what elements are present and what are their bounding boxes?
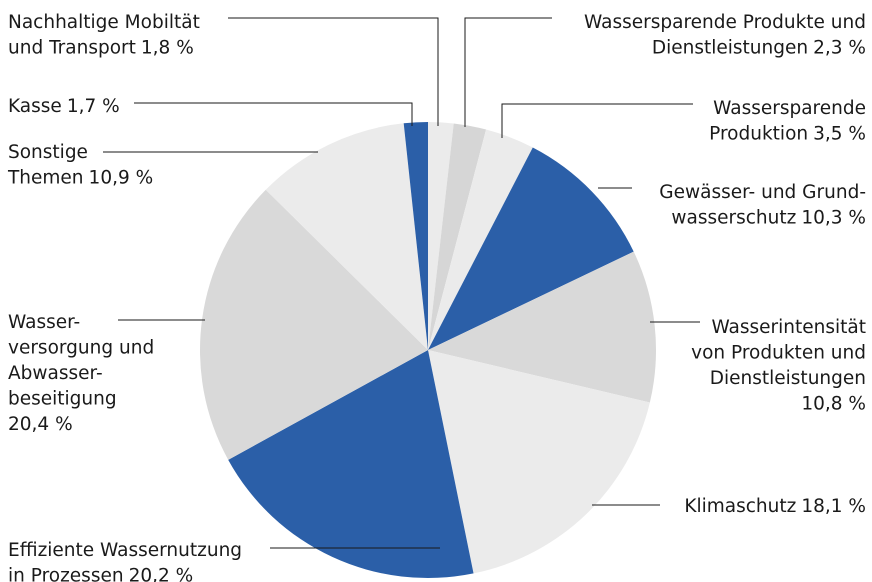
value-label: 10,9 % bbox=[89, 168, 154, 189]
pie-slice bbox=[428, 147, 634, 350]
pie-slice bbox=[403, 122, 428, 350]
pie-slice bbox=[228, 350, 474, 578]
slice-label: Klimaschutz 18,1 % bbox=[684, 496, 866, 517]
slice-label: Kasse 1,7 % bbox=[8, 96, 120, 117]
label-line: beseitigung bbox=[8, 389, 117, 410]
slice-label: Gewässer- und Grund-wasserschutz 10,3 % bbox=[659, 182, 866, 229]
label-line: Produktion bbox=[709, 124, 808, 145]
label-line: Wasser- bbox=[8, 312, 80, 333]
value-label: 10,8 % bbox=[801, 394, 866, 415]
pie-slice bbox=[428, 350, 650, 574]
label-line: Dienstleistungen bbox=[652, 38, 808, 59]
value-label: 18,1 % bbox=[801, 496, 866, 517]
label-line: Nachhaltige Mobiltät bbox=[8, 12, 200, 33]
leader-line bbox=[228, 17, 439, 126]
value-label: 20,4 % bbox=[8, 414, 73, 435]
label-line: Sonstige bbox=[8, 142, 88, 163]
label-line: Wassersparende bbox=[713, 98, 866, 119]
label-line: in Prozessen bbox=[8, 566, 124, 582]
slice-label: Wasser-versorgung und Abwasser-beseitigun… bbox=[8, 312, 154, 435]
slice-label: Wasserintensität von Produkten und Dienstl… bbox=[691, 317, 866, 415]
slice-label: Sonstige Themen 10,9 % bbox=[7, 142, 153, 189]
value-label: 3,5 % bbox=[813, 124, 866, 145]
label-line: Abwasser- bbox=[8, 363, 103, 384]
label-line: Gewässer- und Grund- bbox=[659, 182, 866, 203]
label-line: und Transport bbox=[8, 38, 136, 59]
slice-label: Wassersparende Produktion 3,5 % bbox=[709, 98, 866, 145]
leader-line bbox=[134, 102, 413, 126]
value-label: 1,7 % bbox=[67, 96, 120, 117]
label-line: versorgung und bbox=[8, 338, 154, 359]
label-line: wasserschutz bbox=[671, 208, 796, 229]
pie-slice bbox=[428, 129, 533, 350]
label-line: Klimaschutz bbox=[684, 496, 796, 517]
slice-label: Nachhaltige Mobiltät und Transport 1,8 % bbox=[8, 12, 200, 59]
pie-slice bbox=[428, 251, 656, 403]
label-line: Wasserintensität bbox=[711, 317, 866, 338]
label-line: Themen bbox=[7, 168, 84, 189]
slice-label: Effiziente Wassernutzung in Prozessen 20,2… bbox=[8, 540, 242, 582]
value-label: 2,3 % bbox=[813, 38, 866, 59]
label-line: Wassersparende Produkte und bbox=[584, 12, 866, 33]
value-label: 10,3 % bbox=[801, 208, 866, 229]
value-label: 20,2 % bbox=[129, 566, 194, 582]
slice-label: Wassersparende Produkte und Dienstleistun… bbox=[584, 12, 866, 59]
leader-line bbox=[464, 17, 552, 127]
pie-slice bbox=[199, 189, 428, 460]
label-line: Dienstleistungen bbox=[710, 368, 866, 389]
label-line: von Produkten und bbox=[691, 343, 866, 364]
label-line: Effiziente Wassernutzung bbox=[8, 540, 242, 561]
value-label: 1,8 % bbox=[141, 38, 194, 59]
pie-slice bbox=[428, 123, 487, 350]
leader-line bbox=[501, 103, 693, 138]
label-line: Kasse bbox=[8, 96, 62, 117]
pie-slice bbox=[428, 122, 454, 350]
pie-slice bbox=[265, 123, 428, 350]
